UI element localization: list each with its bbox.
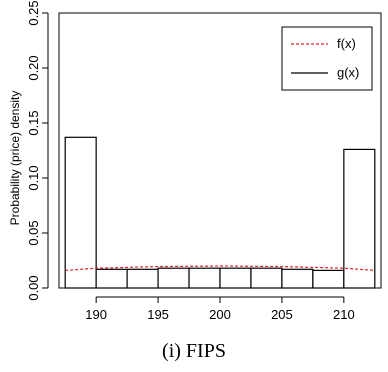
x-tick-label: 210 — [333, 307, 355, 322]
histogram-bar — [126, 268, 159, 289]
legend-box — [281, 26, 373, 91]
histogram-bar — [312, 269, 345, 289]
y-tick-label: 0.00 — [26, 275, 41, 300]
histogram-bar — [64, 136, 97, 289]
legend-label: g(x) — [337, 65, 359, 80]
histogram-bar — [219, 267, 252, 289]
y-tick-label: 0.10 — [26, 165, 41, 190]
x-tick-label: 190 — [85, 307, 107, 322]
histogram-bar — [157, 267, 190, 289]
x-tick-label: 200 — [209, 307, 231, 322]
y-axis-label: Probability (price) density — [8, 91, 22, 226]
histogram-bar — [281, 268, 314, 289]
x-tick-label: 205 — [271, 307, 293, 322]
y-tick-label: 0.25 — [26, 0, 41, 25]
histogram-bar — [95, 268, 128, 289]
series-f-curve — [65, 265, 375, 271]
y-tick-label: 0.05 — [26, 220, 41, 245]
x-tick-label: 195 — [147, 307, 169, 322]
histogram-bar — [343, 148, 376, 289]
figure-caption: (i) FIPS — [162, 340, 226, 362]
y-tick-label: 0.15 — [26, 110, 41, 135]
legend-label: f(x) — [337, 36, 356, 51]
histogram-bar — [250, 267, 283, 289]
y-tick-label: 0.20 — [26, 55, 41, 80]
histogram-chart: 190 195 200 205 210 0.00 0.05 0.10 0.15 0.20 0.25… — [8, 0, 382, 322]
histogram-bar — [188, 267, 221, 289]
